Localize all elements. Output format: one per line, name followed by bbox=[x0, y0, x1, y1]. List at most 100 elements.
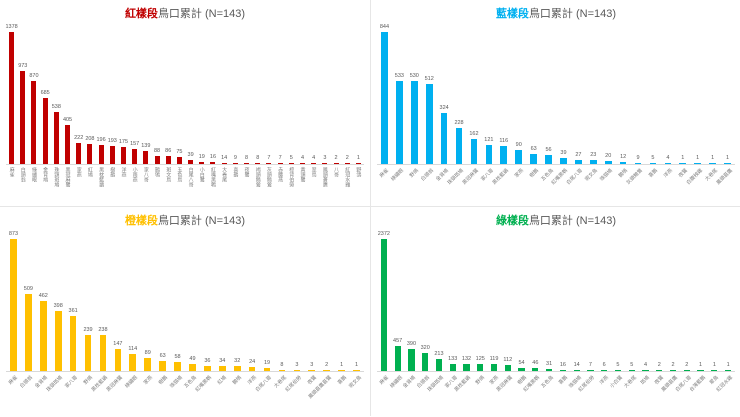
data-label: 3 bbox=[323, 155, 327, 162]
category-label: 斑文鳥 bbox=[347, 374, 363, 390]
category-label: 紅鳩 bbox=[86, 167, 93, 177]
data-label: 12 bbox=[620, 154, 627, 161]
data-label: 175 bbox=[118, 139, 129, 146]
data-label: 9 bbox=[636, 154, 640, 161]
data-label: 8 bbox=[280, 361, 284, 368]
title-highlight: 綠樣段 bbox=[495, 215, 529, 227]
data-label: 5 bbox=[616, 362, 620, 369]
bar bbox=[380, 239, 387, 371]
chart-title: 紅樣段鳥口累計 (N=143) bbox=[0, 5, 370, 21]
chart-title: 綠樣段鳥口累計 (N=143) bbox=[371, 212, 740, 228]
bar bbox=[174, 362, 181, 371]
data-label: 14 bbox=[573, 362, 580, 369]
bar bbox=[619, 162, 627, 164]
category-label: 珠頸斑鳩 bbox=[45, 374, 65, 394]
data-label: 2 bbox=[334, 155, 338, 162]
bar bbox=[575, 159, 582, 164]
chart-title: 藍樣段鳥口累計 (N=143) bbox=[371, 5, 740, 21]
data-label: 1378 bbox=[5, 24, 18, 30]
bar bbox=[144, 357, 152, 371]
data-label: 1 bbox=[711, 155, 715, 162]
data-label: 1 bbox=[712, 362, 716, 369]
bar bbox=[709, 163, 716, 164]
bar bbox=[218, 365, 226, 371]
data-label: 196 bbox=[96, 137, 106, 144]
data-label: 457 bbox=[393, 337, 403, 344]
category-label: 白尾八哥 bbox=[565, 167, 585, 187]
data-label: 24 bbox=[249, 359, 256, 366]
category-label: 五色鳥 bbox=[540, 374, 556, 390]
category-label: 赤腰燕 bbox=[277, 167, 284, 182]
bar bbox=[333, 163, 339, 164]
data-label: 4 bbox=[300, 155, 304, 162]
title-highlight: 紅樣段 bbox=[124, 8, 158, 20]
data-label: 31 bbox=[546, 361, 553, 368]
category-label: 鵲鴝 bbox=[154, 167, 161, 177]
category-label: 小白鷺 bbox=[609, 374, 624, 390]
data-label: 2 bbox=[671, 362, 675, 369]
data-label: 133 bbox=[448, 355, 458, 362]
data-label: 75 bbox=[176, 148, 183, 155]
category-label: 大卷尾 bbox=[622, 374, 638, 390]
category-label: 野鴿 bbox=[355, 167, 362, 177]
data-label: 9 bbox=[233, 155, 237, 162]
category-label: 白尾八哥 bbox=[187, 167, 194, 187]
category-label: 夜鷺 bbox=[243, 167, 250, 177]
bar bbox=[589, 160, 597, 164]
bar bbox=[293, 370, 301, 371]
data-label: 36 bbox=[204, 357, 211, 364]
bar bbox=[188, 160, 194, 164]
data-label: 2 bbox=[657, 362, 661, 369]
bar bbox=[132, 148, 138, 164]
bar bbox=[42, 98, 48, 164]
bar bbox=[656, 370, 663, 371]
category-label: 樹鵲 bbox=[109, 167, 116, 177]
bar bbox=[87, 144, 93, 164]
bar bbox=[199, 162, 205, 164]
bar bbox=[84, 334, 92, 371]
bar bbox=[204, 365, 211, 371]
data-label: 530 bbox=[409, 73, 419, 80]
bar bbox=[410, 81, 418, 164]
bar bbox=[39, 301, 47, 371]
category-label: 紅嘴黑鵯 bbox=[194, 374, 214, 394]
category-label: 鵲鴝 bbox=[231, 374, 244, 387]
bar bbox=[440, 113, 448, 164]
data-label: 8 bbox=[256, 155, 260, 162]
category-label: 黑枕藍鶲 bbox=[98, 167, 105, 187]
x-axis-line bbox=[6, 164, 364, 165]
bar bbox=[344, 163, 350, 164]
bar bbox=[308, 370, 316, 371]
category-label: 斑文鳥 bbox=[165, 167, 172, 182]
bar bbox=[54, 310, 62, 371]
data-label: 973 bbox=[18, 62, 28, 69]
data-label: 1 bbox=[726, 155, 730, 162]
bar bbox=[266, 163, 272, 164]
category-label: 樹鵲 bbox=[157, 374, 169, 387]
bar bbox=[546, 369, 553, 371]
bar bbox=[69, 316, 77, 371]
category-label: 綠繡眼 bbox=[123, 374, 139, 390]
bar bbox=[322, 163, 328, 164]
bar bbox=[232, 163, 238, 164]
data-label: 112 bbox=[503, 356, 513, 363]
chart-panel-red: 紅樣段鳥口累計 (N=143) 1378 麻雀 973 白頭翁 870 綠繡眼 685 金背鳩… bbox=[0, 0, 370, 206]
bar bbox=[545, 155, 552, 164]
bar bbox=[10, 239, 17, 371]
title-rest: 鳥口累計 (N=143) bbox=[528, 8, 617, 20]
bar bbox=[477, 364, 484, 371]
data-label: 685 bbox=[40, 90, 50, 97]
data-label: 7 bbox=[588, 362, 592, 369]
bar bbox=[248, 367, 256, 371]
bar bbox=[573, 370, 580, 371]
bar bbox=[25, 294, 32, 371]
bar bbox=[725, 370, 732, 371]
category-label: 洋燕 bbox=[120, 167, 127, 177]
data-label: 46 bbox=[532, 360, 539, 367]
bar bbox=[649, 163, 657, 164]
data-label: 5 bbox=[289, 155, 293, 162]
bar bbox=[278, 369, 286, 371]
bar bbox=[560, 157, 567, 164]
bar bbox=[601, 370, 608, 371]
title-rest: 鳥口累計 (N=143) bbox=[157, 215, 246, 227]
